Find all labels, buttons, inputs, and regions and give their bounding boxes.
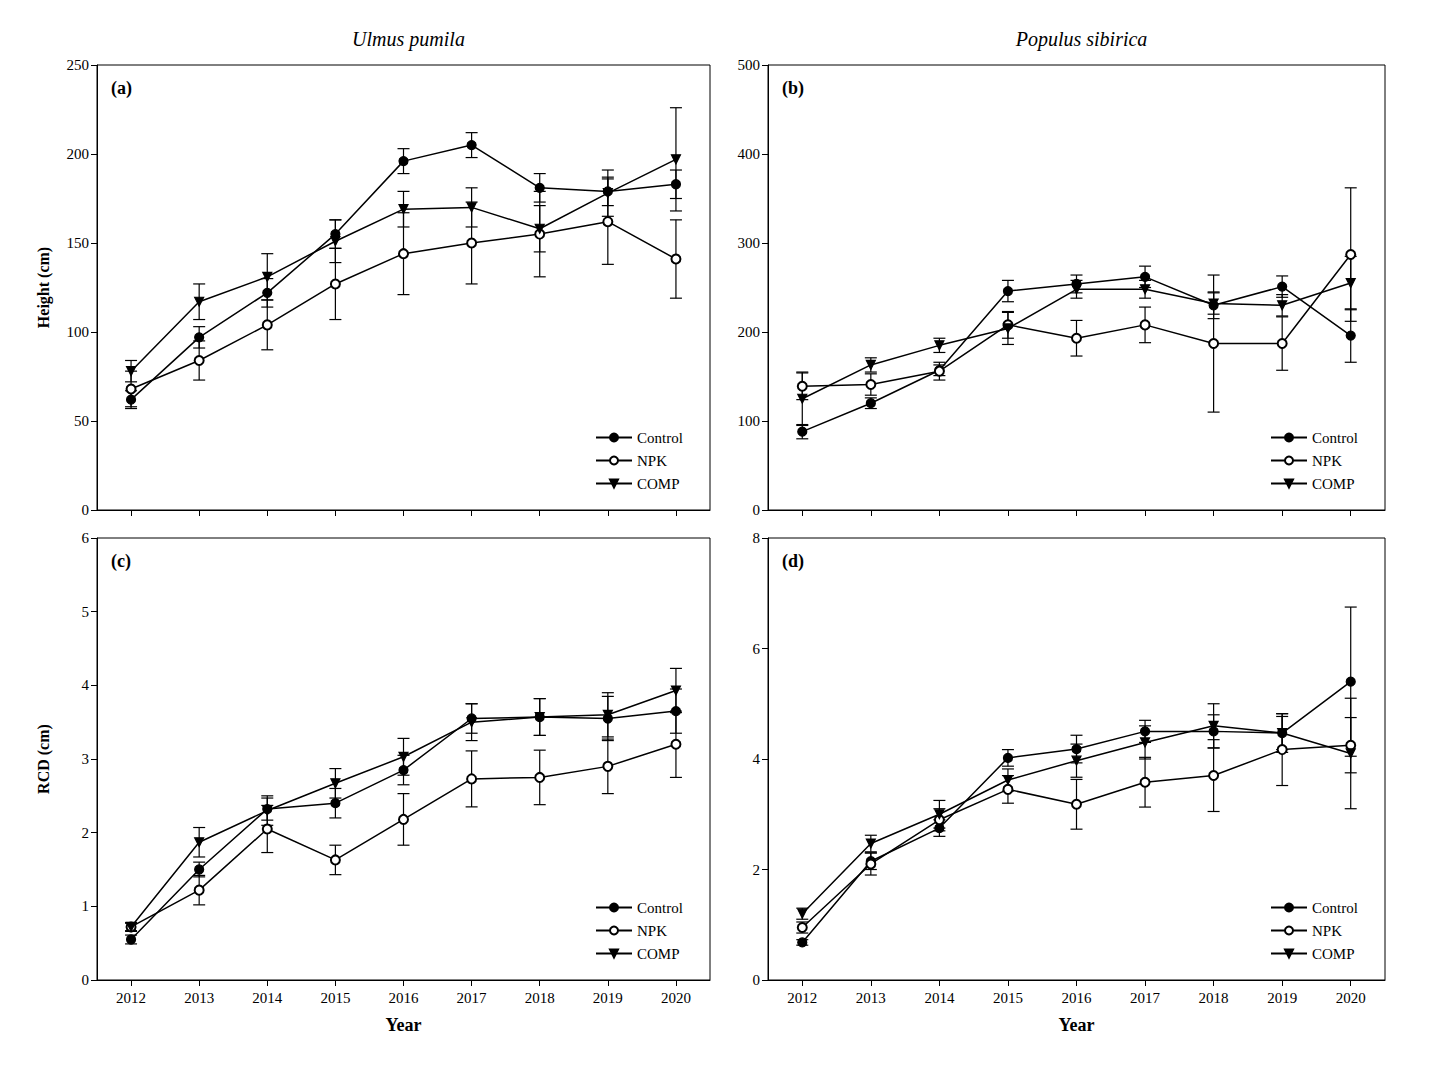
svg-text:Control: Control (637, 900, 683, 916)
svg-text:NPK: NPK (637, 923, 667, 939)
svg-text:RCD (cm): RCD (cm) (35, 724, 53, 794)
svg-text:400: 400 (738, 146, 761, 162)
svg-text:Height (cm): Height (cm) (35, 247, 53, 328)
svg-text:100: 100 (67, 324, 90, 340)
svg-text:(a): (a) (111, 78, 132, 99)
svg-text:2014: 2014 (252, 990, 283, 1006)
svg-text:0: 0 (753, 502, 761, 518)
svg-text:200: 200 (67, 146, 90, 162)
svg-text:NPK: NPK (637, 453, 667, 469)
svg-text:2013: 2013 (856, 990, 886, 1006)
svg-text:2018: 2018 (525, 990, 555, 1006)
svg-text:2013: 2013 (184, 990, 214, 1006)
svg-text:Year: Year (386, 1015, 422, 1035)
svg-text:4: 4 (753, 751, 761, 767)
svg-text:8: 8 (753, 530, 761, 546)
svg-text:2: 2 (753, 862, 761, 878)
svg-text:(d): (d) (782, 551, 804, 572)
svg-text:2012: 2012 (787, 990, 817, 1006)
svg-text:Control: Control (637, 430, 683, 446)
svg-text:(b): (b) (782, 78, 804, 99)
svg-text:COMP: COMP (637, 476, 680, 492)
svg-text:3: 3 (82, 751, 90, 767)
svg-text:2016: 2016 (1062, 990, 1093, 1006)
svg-text:2012: 2012 (116, 990, 146, 1006)
svg-text:150: 150 (67, 235, 90, 251)
svg-text:Ulmus pumila: Ulmus pumila (352, 28, 465, 51)
svg-text:0: 0 (82, 972, 90, 988)
svg-text:250: 250 (67, 57, 90, 73)
svg-text:2019: 2019 (593, 990, 623, 1006)
svg-text:4: 4 (82, 677, 90, 693)
svg-text:2015: 2015 (320, 990, 350, 1006)
svg-text:0: 0 (82, 502, 90, 518)
svg-text:50: 50 (74, 413, 89, 429)
svg-text:6: 6 (753, 641, 761, 657)
svg-text:Control: Control (1312, 900, 1358, 916)
svg-text:1: 1 (82, 898, 90, 914)
svg-text:2014: 2014 (924, 990, 955, 1006)
svg-text:2016: 2016 (389, 990, 420, 1006)
svg-text:2020: 2020 (1336, 990, 1366, 1006)
svg-text:Year: Year (1059, 1015, 1095, 1035)
svg-text:2020: 2020 (661, 990, 691, 1006)
svg-text:(c): (c) (111, 551, 131, 572)
svg-text:2015: 2015 (993, 990, 1023, 1006)
svg-text:NPK: NPK (1312, 453, 1342, 469)
svg-text:COMP: COMP (1312, 946, 1355, 962)
svg-text:COMP: COMP (637, 946, 680, 962)
svg-text:6: 6 (82, 530, 90, 546)
svg-text:2017: 2017 (457, 990, 488, 1006)
svg-text:Control: Control (1312, 430, 1358, 446)
svg-text:300: 300 (738, 235, 761, 251)
svg-text:100: 100 (738, 413, 761, 429)
svg-text:500: 500 (738, 57, 761, 73)
svg-text:NPK: NPK (1312, 923, 1342, 939)
svg-text:5: 5 (82, 604, 90, 620)
svg-text:2018: 2018 (1199, 990, 1229, 1006)
svg-text:2017: 2017 (1130, 990, 1161, 1006)
svg-text:2019: 2019 (1267, 990, 1297, 1006)
svg-text:Populus sibirica: Populus sibirica (1015, 28, 1148, 51)
svg-text:200: 200 (738, 324, 761, 340)
svg-text:2: 2 (82, 825, 90, 841)
svg-text:0: 0 (753, 972, 761, 988)
svg-text:COMP: COMP (1312, 476, 1355, 492)
